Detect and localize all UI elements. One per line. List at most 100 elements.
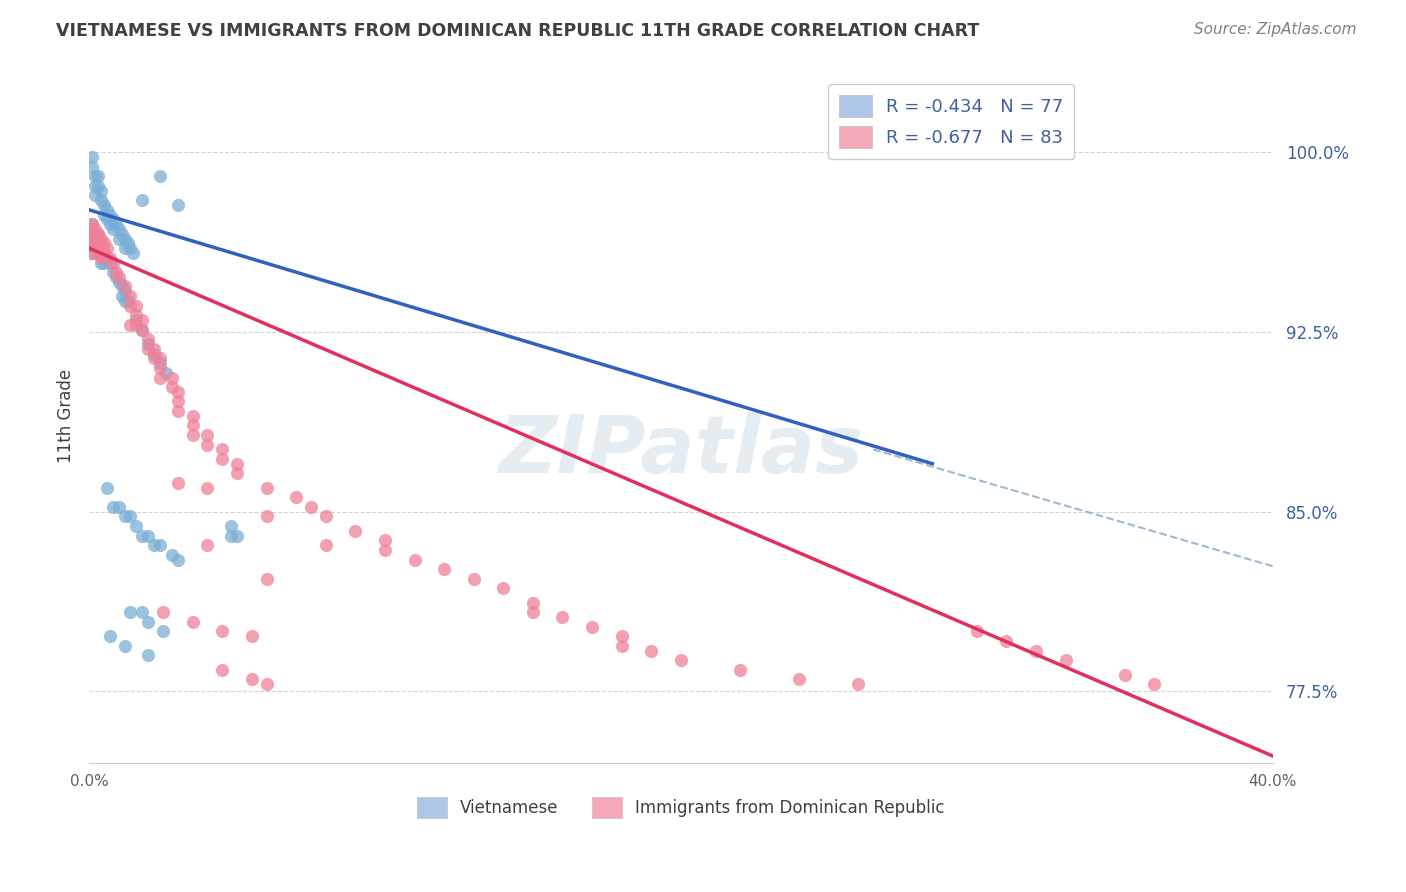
Point	[80, 227, 103, 241]
Point	[551, 610, 574, 624]
Point	[114, 293, 136, 308]
Point	[96, 481, 118, 495]
Point	[240, 673, 263, 687]
Point	[93, 198, 115, 212]
Point	[87, 246, 110, 260]
Point	[136, 332, 159, 346]
Point	[966, 624, 988, 639]
Point	[120, 318, 142, 332]
Point	[152, 605, 174, 619]
Point	[166, 404, 188, 418]
Point	[131, 313, 153, 327]
Point	[226, 528, 249, 542]
Point	[143, 538, 166, 552]
Point	[1054, 653, 1077, 667]
Point	[149, 360, 172, 375]
Point	[160, 380, 183, 394]
Point	[149, 351, 172, 366]
Point	[120, 299, 142, 313]
Point	[131, 528, 153, 542]
Point	[90, 236, 112, 251]
Point	[125, 519, 148, 533]
Point	[226, 467, 249, 481]
Point	[80, 160, 103, 174]
Point	[344, 524, 367, 538]
Point	[125, 313, 148, 327]
Y-axis label: 11th Grade: 11th Grade	[58, 368, 75, 463]
Point	[96, 241, 118, 255]
Point	[125, 318, 148, 332]
Point	[125, 299, 148, 313]
Point	[114, 509, 136, 524]
Point	[101, 265, 124, 279]
Point	[152, 624, 174, 639]
Point	[93, 236, 115, 251]
Point	[166, 394, 188, 409]
Point	[492, 582, 515, 596]
Point	[149, 538, 172, 552]
Point	[522, 605, 544, 619]
Point	[84, 178, 107, 193]
Point	[181, 418, 204, 433]
Point	[211, 452, 233, 467]
Point	[155, 366, 177, 380]
Point	[87, 236, 110, 251]
Point	[107, 269, 129, 284]
Point	[98, 251, 121, 265]
Point	[87, 178, 110, 193]
Point	[107, 231, 129, 245]
Point	[197, 538, 219, 552]
Point	[315, 509, 337, 524]
Point	[114, 231, 136, 245]
Point	[114, 241, 136, 255]
Point	[107, 275, 129, 289]
Point	[211, 442, 233, 457]
Point	[84, 241, 107, 255]
Point	[181, 409, 204, 423]
Point	[114, 279, 136, 293]
Point	[93, 208, 115, 222]
Point	[117, 236, 139, 251]
Point	[87, 227, 110, 241]
Text: Source: ZipAtlas.com: Source: ZipAtlas.com	[1194, 22, 1357, 37]
Point	[110, 279, 132, 293]
Point	[669, 653, 692, 667]
Point	[93, 255, 115, 269]
Point	[93, 246, 115, 260]
Point	[256, 677, 278, 691]
Point	[160, 548, 183, 562]
Point	[80, 246, 103, 260]
Point	[181, 428, 204, 442]
Point	[80, 227, 103, 241]
Point	[84, 188, 107, 202]
Point	[315, 538, 337, 552]
Point	[90, 246, 112, 260]
Point	[84, 236, 107, 251]
Point	[80, 236, 103, 251]
Point	[197, 481, 219, 495]
Text: ZIPatlas: ZIPatlas	[498, 411, 863, 490]
Point	[101, 212, 124, 227]
Point	[522, 596, 544, 610]
Point	[110, 289, 132, 303]
Point	[143, 346, 166, 360]
Point	[160, 370, 183, 384]
Point	[80, 246, 103, 260]
Point	[120, 289, 142, 303]
Point	[787, 673, 810, 687]
Point	[374, 533, 396, 548]
Point	[240, 629, 263, 643]
Point	[120, 241, 142, 255]
Point	[90, 231, 112, 245]
Point	[98, 255, 121, 269]
Point	[143, 351, 166, 366]
Point	[87, 246, 110, 260]
Point	[90, 255, 112, 269]
Point	[110, 227, 132, 241]
Point	[84, 231, 107, 245]
Point	[728, 663, 751, 677]
Point	[120, 509, 142, 524]
Point	[463, 572, 485, 586]
Point	[1143, 677, 1166, 691]
Point	[114, 285, 136, 299]
